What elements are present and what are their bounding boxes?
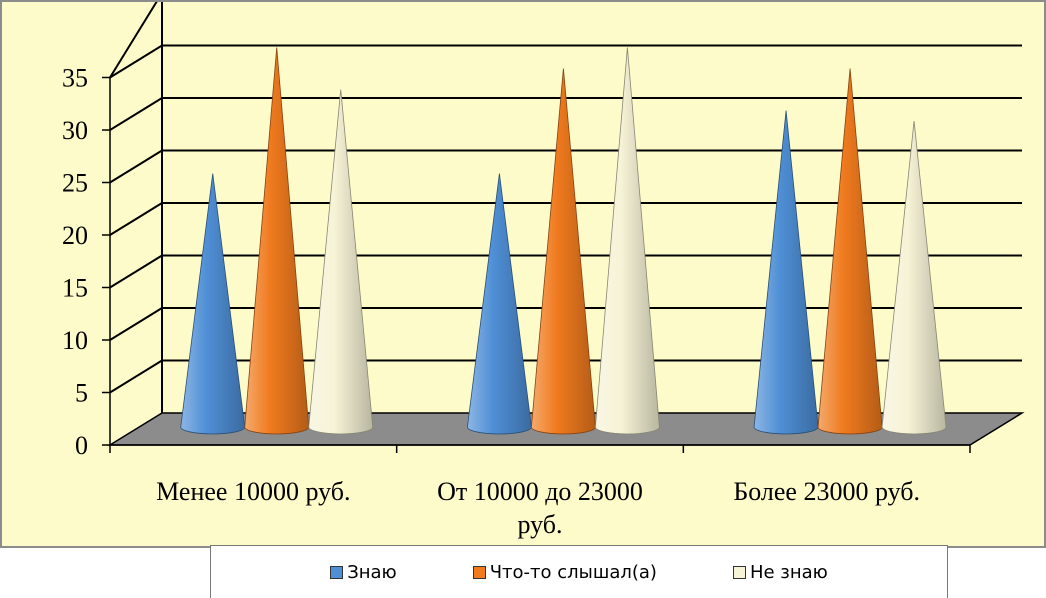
ytick-label-5: 5 (75, 379, 88, 408)
x-category-label-0: Менее 10000 руб. (156, 477, 350, 506)
cone-0-2 (308, 89, 374, 435)
cone-2-2 (881, 120, 947, 435)
gridline-side-10 (109, 307, 163, 341)
gridline-side-25 (109, 149, 163, 184)
legend-label-know: Знаю (347, 561, 397, 583)
legend-item-know: Знаю (330, 562, 397, 583)
side-wall-top-edge (109, 2, 158, 79)
x-category-label-1: От 10000 до 23000 руб. (437, 477, 643, 539)
legend-item-dont-know: Не знаю (732, 561, 828, 583)
gridline-side-5 (109, 359, 163, 394)
cone-chart: 0 5 10 15 20 25 30 35 Менее 10000 руб. От 10000 д… (62, 2, 1025, 539)
legend-item-heard: Что-то слышал(а) (472, 561, 657, 583)
ytick-label-35: 35 (62, 64, 88, 93)
cone-2-0 (753, 110, 819, 435)
cone-0-0 (180, 173, 246, 435)
gridline-side-15 (109, 254, 163, 289)
gridline-side-30 (109, 97, 163, 131)
gridline-side-20 (109, 202, 163, 236)
x-category-label-2: Более 23000 руб. (733, 477, 920, 506)
ytick-label-0: 0 (75, 431, 88, 460)
gridline-side-35 (109, 44, 163, 79)
cone-1-1 (530, 68, 596, 435)
ytick-label-10: 10 (62, 326, 88, 355)
ytick-label-20: 20 (62, 221, 88, 250)
legend: Знаю Что-то слышал(а) Не знаю (210, 545, 948, 598)
ytick-label-30: 30 (62, 116, 88, 145)
cone-0-1 (244, 47, 310, 435)
ytick-label-15: 15 (62, 274, 88, 303)
legend-swatch-dont-know (732, 565, 746, 579)
ytick-label-25: 25 (62, 169, 88, 198)
legend-swatch-heard (472, 565, 486, 579)
legend-label-dont-know: Не знаю (749, 561, 828, 583)
chart-area: 0 5 10 15 20 25 30 35 Менее 10000 руб. От 10000 д… (0, 0, 1046, 548)
legend-label-heard: Что-то слышал(а) (489, 561, 657, 583)
cone-2-1 (817, 68, 883, 435)
cone-1-2 (594, 47, 660, 435)
cone-1-0 (466, 173, 532, 435)
legend-swatch-know (330, 565, 344, 579)
